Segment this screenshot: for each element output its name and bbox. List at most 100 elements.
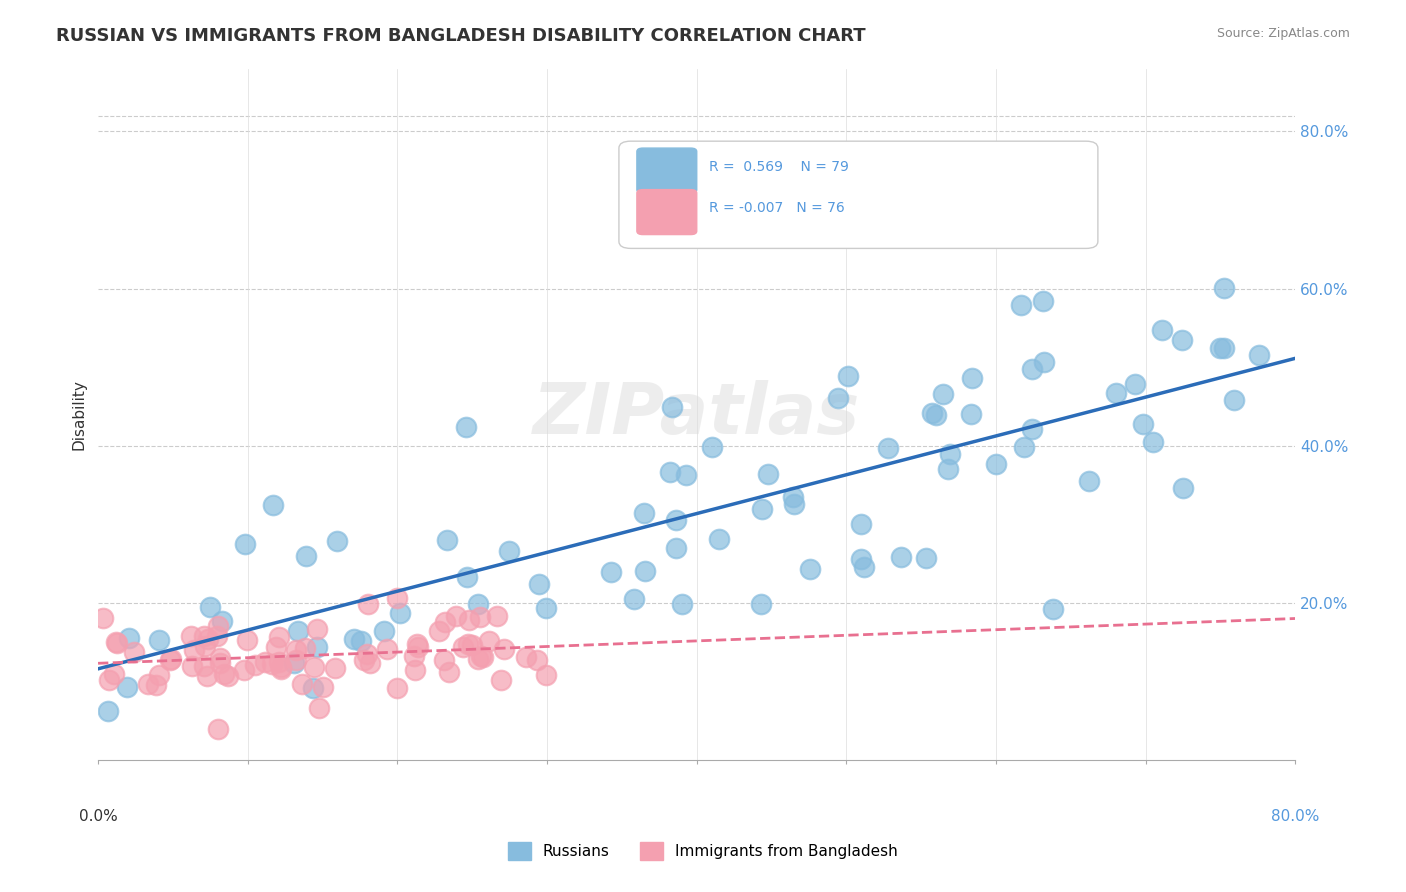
Point bbox=[159, 653, 181, 667]
Point bbox=[1173, 481, 1195, 495]
Point bbox=[492, 641, 515, 656]
Point bbox=[270, 662, 292, 676]
Point bbox=[269, 630, 291, 644]
Point bbox=[404, 648, 426, 663]
FancyBboxPatch shape bbox=[637, 190, 697, 235]
Point bbox=[103, 666, 125, 681]
Point bbox=[193, 659, 215, 673]
Y-axis label: Disability: Disability bbox=[72, 379, 86, 450]
Point bbox=[515, 649, 537, 664]
Text: ZIPatlas: ZIPatlas bbox=[533, 380, 860, 449]
Point bbox=[877, 441, 900, 455]
Point bbox=[148, 668, 170, 682]
Point bbox=[193, 629, 215, 643]
Point bbox=[269, 655, 291, 669]
Point bbox=[984, 457, 1007, 471]
Point bbox=[323, 661, 346, 675]
Point bbox=[921, 406, 943, 420]
Legend: Russians, Immigrants from Bangladesh: Russians, Immigrants from Bangladesh bbox=[502, 836, 904, 866]
Point bbox=[433, 653, 456, 667]
Point bbox=[458, 613, 481, 627]
Point bbox=[526, 653, 548, 667]
Point bbox=[385, 591, 408, 606]
Point bbox=[284, 643, 307, 657]
Point bbox=[960, 407, 983, 421]
Point bbox=[181, 659, 204, 673]
Point bbox=[343, 632, 366, 646]
Point bbox=[471, 650, 494, 665]
Point bbox=[837, 369, 859, 384]
Point bbox=[467, 652, 489, 666]
Point bbox=[1150, 323, 1173, 337]
Point bbox=[799, 561, 821, 575]
Point bbox=[406, 640, 429, 655]
Point bbox=[1213, 281, 1236, 295]
Point bbox=[1105, 386, 1128, 401]
Point bbox=[260, 657, 283, 672]
Point bbox=[308, 701, 330, 715]
Point bbox=[107, 636, 129, 650]
Point bbox=[312, 680, 335, 694]
Point bbox=[1032, 293, 1054, 308]
Point bbox=[939, 447, 962, 461]
Point bbox=[405, 637, 427, 651]
Point bbox=[283, 656, 305, 670]
Point bbox=[262, 498, 284, 512]
Point bbox=[1247, 348, 1270, 362]
Point bbox=[485, 609, 508, 624]
Point bbox=[254, 655, 277, 669]
Point bbox=[1142, 435, 1164, 450]
Point bbox=[209, 651, 232, 665]
Point bbox=[1077, 474, 1099, 488]
Point bbox=[427, 624, 450, 638]
Point bbox=[1170, 333, 1192, 347]
Point bbox=[356, 598, 378, 612]
Point bbox=[661, 400, 683, 414]
Point bbox=[467, 597, 489, 611]
Point bbox=[1012, 440, 1035, 454]
Point bbox=[197, 632, 219, 646]
Point bbox=[1123, 377, 1146, 392]
Point bbox=[91, 611, 114, 625]
Point bbox=[665, 541, 688, 555]
Point bbox=[600, 566, 623, 580]
Point bbox=[305, 622, 328, 636]
Point bbox=[290, 677, 312, 691]
Point bbox=[527, 577, 550, 591]
Point bbox=[136, 677, 159, 691]
Point bbox=[633, 564, 655, 578]
Point bbox=[1223, 392, 1246, 407]
Point bbox=[853, 560, 876, 574]
Point bbox=[924, 408, 946, 422]
Text: Source: ZipAtlas.com: Source: ZipAtlas.com bbox=[1216, 27, 1350, 40]
Point bbox=[623, 592, 645, 607]
Point bbox=[751, 502, 773, 516]
Point bbox=[962, 370, 984, 384]
Point bbox=[115, 681, 138, 695]
Point bbox=[434, 615, 457, 629]
Point bbox=[456, 570, 478, 584]
Point bbox=[97, 704, 120, 718]
Point bbox=[212, 666, 235, 681]
Point bbox=[118, 632, 141, 646]
Point bbox=[264, 640, 287, 654]
Point bbox=[478, 634, 501, 648]
Point bbox=[783, 497, 806, 511]
Point bbox=[302, 660, 325, 674]
Point bbox=[1042, 602, 1064, 616]
Text: 0.0%: 0.0% bbox=[79, 809, 118, 824]
Point bbox=[98, 673, 121, 688]
Point bbox=[827, 391, 849, 405]
Point bbox=[197, 669, 219, 683]
Point bbox=[489, 673, 512, 687]
Point bbox=[375, 641, 398, 656]
Point bbox=[633, 507, 655, 521]
Point bbox=[387, 681, 409, 696]
Point bbox=[658, 465, 681, 479]
Point bbox=[470, 649, 492, 664]
Point bbox=[460, 638, 482, 652]
Point bbox=[1209, 341, 1232, 355]
Point bbox=[749, 597, 772, 611]
Point bbox=[1213, 341, 1236, 355]
Point bbox=[373, 624, 395, 638]
